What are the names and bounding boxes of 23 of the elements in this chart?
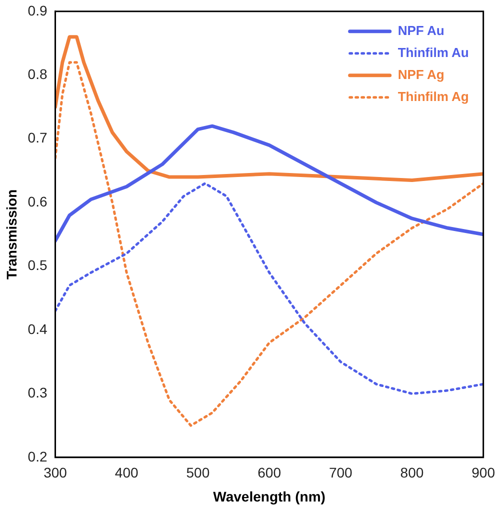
y-tick-label: 0.4 bbox=[28, 320, 48, 337]
x-tick-label: 700 bbox=[328, 464, 353, 481]
line-series bbox=[55, 61, 484, 427]
y-tick-label: 0.9 bbox=[28, 2, 48, 18]
y-tick-label: 0.5 bbox=[28, 257, 48, 274]
legend-label: NPF Au bbox=[398, 22, 444, 38]
y-tick-label: 0.3 bbox=[28, 384, 48, 401]
x-tick-label: 300 bbox=[44, 464, 68, 481]
x-tick-label: 800 bbox=[400, 464, 424, 481]
y-axis-title: Transmission bbox=[3, 189, 20, 280]
x-axis-title: Wavelength (nm) bbox=[213, 488, 326, 504]
x-tick-label: 400 bbox=[114, 464, 138, 481]
x-tick-label: 600 bbox=[258, 464, 282, 481]
legend-label: Thinfilm Au bbox=[398, 44, 469, 60]
line-series bbox=[55, 182, 484, 395]
legend-label: NPF Ag bbox=[398, 66, 444, 82]
legend-label: Thinfilm Ag bbox=[398, 88, 469, 104]
x-tick-label: 900 bbox=[472, 464, 496, 481]
y-tick-label: 0.8 bbox=[28, 66, 48, 82]
y-tick-label: 0.7 bbox=[28, 130, 48, 146]
y-tick-label: 0.2 bbox=[28, 448, 48, 464]
y-tick-label: 0.6 bbox=[28, 193, 48, 210]
x-tick-label: 500 bbox=[186, 464, 210, 481]
